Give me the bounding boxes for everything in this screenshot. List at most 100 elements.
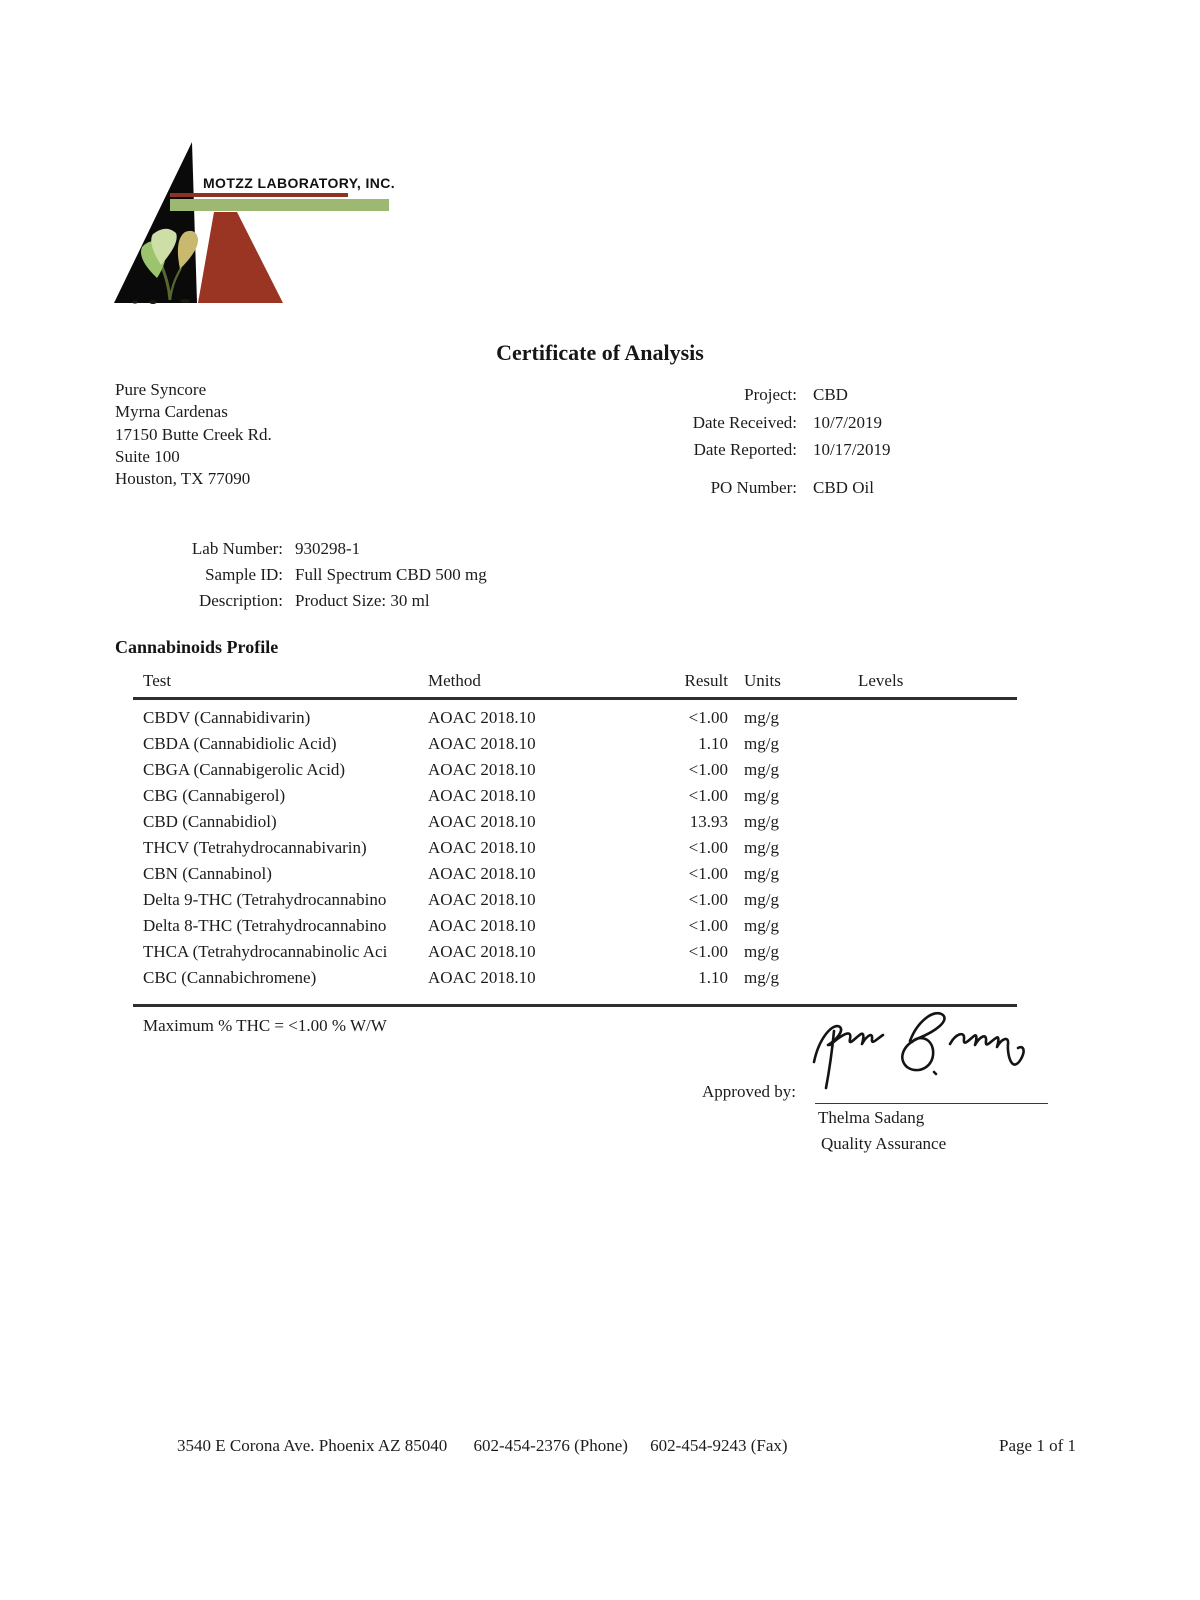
result-cell: 13.93: [689, 812, 728, 831]
column-header-levels: Levels: [858, 671, 904, 690]
units-cell: mg/g: [744, 786, 779, 805]
table-row: CBN (Cannabinol) AOAC 2018.10 <1.00 mg/g: [133, 861, 1017, 887]
result-cell: <1.00: [688, 864, 728, 883]
field-value: Full Spectrum CBD 500 mg: [295, 565, 487, 584]
table-body: CBDV (Cannabidivarin) AOAC 2018.10 <1.00…: [133, 700, 1017, 1007]
levels-cell: [798, 861, 1017, 887]
column-header-units: Units: [744, 671, 781, 690]
result-cell: 1.10: [698, 968, 728, 987]
levels-cell: [798, 731, 1017, 757]
signature-icon: [812, 1012, 1025, 1090]
levels-cell: [798, 783, 1017, 809]
approved-by-label: Approved by:: [702, 1082, 796, 1101]
method-cell: AOAC 2018.10: [428, 786, 536, 805]
test-cell: Delta 8-THC (Tetrahydrocannabino: [143, 916, 387, 935]
units-cell: mg/g: [744, 968, 779, 987]
field-label: Date Reported:: [693, 440, 797, 459]
column-header-result: Result: [684, 671, 728, 690]
method-cell: AOAC 2018.10: [428, 864, 536, 883]
table-row: CBC (Cannabichromene) AOAC 2018.10 1.10 …: [133, 965, 1017, 991]
footer-address: 3540 E Corona Ave. Phoenix AZ 85040: [177, 1436, 448, 1455]
date-received-field: Date Received: 10/7/2019: [640, 413, 1060, 441]
units-cell: mg/g: [744, 864, 779, 883]
page-number: Page 1 of 1: [999, 1436, 1076, 1455]
levels-cell: [798, 965, 1017, 991]
client-line: Myrna Cardenas: [115, 402, 228, 422]
method-cell: AOAC 2018.10: [428, 968, 536, 987]
section-title-cannabinoids-profile: Cannabinoids Profile: [115, 637, 279, 657]
project-field: Project: CBD: [640, 385, 1060, 413]
result-cell: <1.00: [688, 708, 728, 727]
levels-cell: [798, 939, 1017, 965]
units-cell: mg/g: [744, 760, 779, 779]
test-cell: THCV (Tetrahydrocannabivarin): [143, 838, 367, 857]
test-cell: CBN (Cannabinol): [143, 864, 272, 883]
logo-red-line: [170, 193, 348, 197]
signature-line: [815, 1103, 1048, 1104]
result-cell: <1.00: [688, 760, 728, 779]
field-label: PO Number:: [710, 477, 797, 497]
field-value: 10/7/2019: [813, 412, 882, 432]
test-cell: CBG (Cannabigerol): [143, 786, 286, 805]
method-cell: AOAC 2018.10: [428, 890, 536, 909]
method-cell: AOAC 2018.10: [428, 734, 536, 753]
test-cell: THCA (Tetrahydrocannabinolic Aci: [143, 942, 388, 961]
column-header-method: Method: [428, 671, 481, 690]
test-cell: CBDA (Cannabidiolic Acid): [143, 734, 337, 753]
client-line: Suite 100: [115, 446, 180, 466]
field-value: Product Size: 30 ml: [295, 591, 430, 610]
sample-id-field: Sample ID: Full Spectrum CBD 500 mg: [115, 565, 635, 591]
description-field: Description: Product Size: 30 ml: [115, 591, 635, 617]
cannabinoids-table: Test Method Result Units Levels CBDV (Ca…: [133, 662, 1017, 1007]
logo-plant-icon: [132, 228, 199, 304]
test-cell: CBDV (Cannabidivarin): [143, 708, 311, 727]
logo-green-bar: [170, 199, 389, 211]
levels-cell: [798, 705, 1017, 731]
logo-red-triangle: [198, 212, 283, 303]
table-row: CBDV (Cannabidivarin) AOAC 2018.10 <1.00…: [133, 705, 1017, 731]
footer-fax: 602-454-9243 (Fax): [650, 1436, 788, 1455]
table-row: Delta 8-THC (Tetrahydrocannabino AOAC 20…: [133, 913, 1017, 939]
table-row: CBG (Cannabigerol) AOAC 2018.10 <1.00 mg…: [133, 783, 1017, 809]
units-cell: mg/g: [744, 812, 779, 831]
field-label: Date Received:: [692, 412, 797, 432]
field-value: CBD: [813, 385, 848, 404]
client-line: Pure Syncore: [115, 380, 207, 399]
test-cell: CBGA (Cannabigerolic Acid): [143, 760, 346, 779]
test-cell: CBC (Cannabichromene): [143, 968, 317, 987]
page-title: Certificate of Analysis: [496, 340, 704, 365]
field-value: CBD Oil: [813, 477, 874, 497]
date-reported-field: Date Reported: 10/17/2019: [640, 440, 1060, 468]
method-cell: AOAC 2018.10: [428, 760, 536, 779]
units-cell: mg/g: [744, 890, 779, 909]
method-cell: AOAC 2018.10: [428, 708, 536, 727]
result-cell: 1.10: [698, 734, 728, 753]
result-cell: <1.00: [688, 786, 728, 805]
method-cell: AOAC 2018.10: [428, 916, 536, 935]
column-header-test: Test: [143, 671, 172, 690]
method-cell: AOAC 2018.10: [428, 942, 536, 961]
levels-cell: [798, 913, 1017, 939]
footer-contact: 3540 E Corona Ave. Phoenix AZ 85040 602-…: [177, 1436, 788, 1456]
units-cell: mg/g: [744, 708, 779, 727]
company-name: MOTZZ LABORATORY, INC.: [203, 175, 396, 191]
field-label: Lab Number:: [191, 539, 283, 558]
client-address: Pure Syncore Myrna Cardenas 17150 Butte …: [115, 379, 272, 490]
client-line: 17150 Butte Creek Rd.: [115, 424, 272, 444]
table-row: Delta 9-THC (Tetrahydrocannabino AOAC 20…: [133, 887, 1017, 913]
approver-name: Thelma Sadang: [818, 1108, 925, 1127]
method-cell: AOAC 2018.10: [428, 812, 536, 831]
table-header-row: Test Method Result Units Levels: [133, 662, 1017, 700]
units-cell: mg/g: [744, 838, 779, 857]
test-cell: Delta 9-THC (Tetrahydrocannabino: [143, 890, 387, 909]
field-value: 930298-1: [295, 539, 361, 558]
max-thc-note: Maximum % THC = <1.00 % W/W: [143, 1016, 387, 1035]
method-cell: AOAC 2018.10: [428, 838, 536, 857]
result-cell: <1.00: [688, 838, 728, 857]
table-row: CBD (Cannabidiol) AOAC 2018.10 13.93 mg/…: [133, 809, 1017, 835]
field-value: 10/17/2019: [813, 440, 891, 459]
levels-cell: [798, 757, 1017, 783]
units-cell: mg/g: [744, 916, 779, 935]
table-row: THCV (Tetrahydrocannabivarin) AOAC 2018.…: [133, 835, 1017, 861]
logo-graphic-icon: [114, 142, 389, 304]
